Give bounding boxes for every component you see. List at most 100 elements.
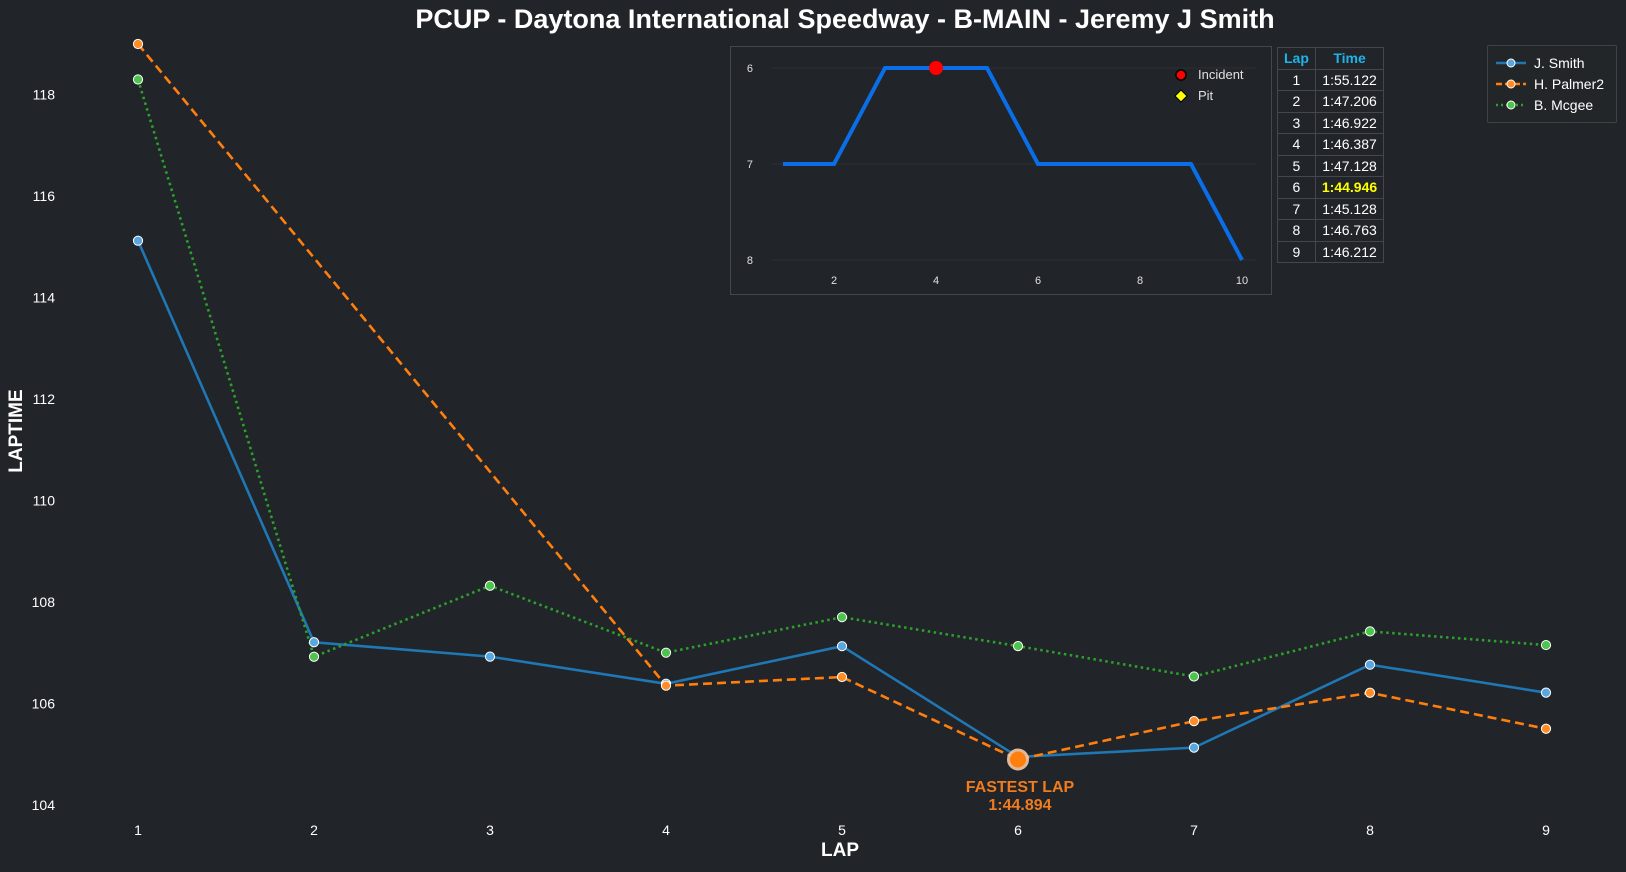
- lap-number-cell: 5: [1277, 154, 1316, 177]
- inset-x-tick-label: 10: [1236, 275, 1248, 287]
- x-tick-label: 6: [1014, 822, 1022, 838]
- y-tick-label: 116: [33, 188, 56, 204]
- series-point-2: [1188, 671, 1200, 682]
- y-tick-label: 110: [33, 493, 56, 509]
- y-tick-label: 112: [33, 391, 56, 407]
- x-axis-label: LAP: [821, 840, 859, 861]
- x-tick-label: 7: [1190, 822, 1198, 838]
- legend-swatch-solid-icon: [1496, 58, 1526, 68]
- legend-swatch-dotted-icon: [1496, 100, 1526, 110]
- table-header-row: Lap Time: [1277, 47, 1385, 70]
- x-tick-label: 1: [134, 822, 142, 838]
- table-row: 9 1:46.212: [1277, 240, 1385, 263]
- legend-label: H. Palmer2: [1534, 76, 1605, 92]
- main-legend: J. Smith H. Palmer2 B. Mcgee: [1487, 45, 1617, 123]
- inset-x-tick-label: 2: [831, 275, 837, 287]
- series-point-1: [1540, 723, 1552, 734]
- table-header-lap: Lap: [1277, 47, 1316, 70]
- position-inset-chart: 6 7 8 2 4 6 8 10 Incident Pit: [730, 46, 1272, 295]
- series-point-0: [484, 651, 496, 662]
- series-point-1: [836, 671, 848, 683]
- lap-times-table: Lap Time 1 1:55.122 2 1:47.206 3 1:46.922 4 1:4…: [1277, 47, 1385, 263]
- inset-legend-label: Pit: [1198, 88, 1214, 103]
- lap-time-cell: 1:55.122: [1314, 68, 1385, 91]
- legend-label: J. Smith: [1534, 55, 1585, 71]
- table-row: 3 1:46.922: [1277, 111, 1385, 134]
- inset-incident-marker: [929, 61, 943, 75]
- lap-number-cell: 1: [1277, 68, 1316, 91]
- lap-number-cell: 2: [1277, 90, 1316, 113]
- inset-position-line: [783, 66, 1244, 261]
- series-point-1: [1188, 716, 1200, 727]
- lap-number-cell: 6: [1277, 176, 1316, 199]
- position-inset-svg: 6 7 8 2 4 6 8 10 Incident Pit: [747, 61, 1256, 287]
- series-point-0: [1364, 659, 1376, 670]
- lap-time-cell: 1:45.128: [1314, 197, 1385, 220]
- lap-time-cell: 1:47.206: [1314, 90, 1385, 113]
- lap-time-cell: 1:46.763: [1314, 219, 1385, 242]
- series-point-2: [1364, 626, 1376, 637]
- pit-legend-icon: [1174, 89, 1188, 103]
- y-tick-label: 106: [32, 695, 56, 711]
- lap-number-cell: 8: [1277, 219, 1316, 242]
- legend-item-j-smith: J. Smith: [1496, 53, 1585, 73]
- lap-number-cell: 9: [1277, 240, 1316, 263]
- series-line-2: [136, 79, 1547, 678]
- series-point-1: [660, 680, 672, 691]
- series-point-0: [308, 637, 320, 648]
- legend-swatch-dashed-icon: [1496, 79, 1526, 89]
- series-point-2: [132, 74, 144, 85]
- series-point-1: [132, 38, 144, 50]
- series-point-0: [1188, 742, 1200, 753]
- series-point-2: [308, 651, 320, 662]
- table-row: 7 1:45.128: [1277, 197, 1385, 220]
- inset-y-tick-label: 7: [747, 159, 753, 171]
- inset-legend-label: Incident: [1198, 67, 1244, 82]
- legend-label: B. Mcgee: [1534, 97, 1594, 113]
- fastest-lap-value: 1:44.894: [988, 797, 1052, 814]
- lap-number-cell: 4: [1277, 133, 1316, 156]
- fastest-lap-annotation: FASTEST LAP 1:44.894: [940, 779, 1100, 815]
- x-tick-label: 4: [662, 822, 670, 838]
- best-lap-time-cell: 1:44.946: [1314, 176, 1385, 199]
- lap-time-cell: 1:46.212: [1314, 240, 1385, 263]
- table-row: 8 1:46.763: [1277, 219, 1385, 242]
- series-point-2: [1012, 640, 1024, 652]
- y-tick-label: 108: [32, 594, 56, 610]
- table-row: 4 1:46.387: [1277, 133, 1385, 156]
- x-tick-label: 2: [310, 822, 318, 838]
- table-row: 2 1:47.206: [1277, 90, 1385, 113]
- x-tick-label: 5: [838, 822, 846, 838]
- lap-number-cell: 7: [1277, 197, 1316, 220]
- series-point-2: [484, 580, 496, 591]
- y-tick-label: 104: [32, 797, 56, 813]
- inset-x-tick-label: 8: [1137, 275, 1143, 287]
- inset-y-tick-label: 8: [747, 255, 753, 267]
- series-point-2: [660, 647, 672, 658]
- legend-item-h-palmer2: H. Palmer2: [1496, 74, 1604, 94]
- lap-time-cell: 1:46.922: [1314, 111, 1385, 134]
- series-point-2: [836, 612, 848, 623]
- incident-legend-icon: [1175, 69, 1187, 81]
- fastest-lap-marker: [1010, 751, 1026, 768]
- series-point-0: [132, 235, 144, 246]
- table-row: 5 1:47.128: [1277, 154, 1385, 177]
- fastest-lap-label: FASTEST LAP: [965, 779, 1075, 796]
- series-point-0: [836, 641, 848, 652]
- table-row: 1 1:55.122: [1277, 68, 1385, 91]
- table-header-time: Time: [1314, 47, 1385, 70]
- inset-y-tick-label: 6: [747, 63, 753, 75]
- x-tick-label: 8: [1366, 822, 1374, 838]
- chart-title: PCUP - Daytona International Speedway - …: [415, 4, 1275, 34]
- inset-x-tick-label: 6: [1035, 275, 1041, 287]
- legend-item-b-mcgee: B. Mcgee: [1496, 95, 1593, 115]
- y-tick-label: 114: [33, 290, 56, 306]
- inset-x-tick-label: 4: [933, 275, 939, 287]
- series-point-1: [1364, 687, 1376, 698]
- y-tick-label: 118: [33, 87, 56, 103]
- y-axis-label: LAPTIME: [6, 389, 27, 473]
- lap-time-cell: 1:46.387: [1314, 133, 1385, 156]
- series-point-0: [1540, 687, 1552, 698]
- table-row: 6 1:44.946: [1277, 176, 1385, 199]
